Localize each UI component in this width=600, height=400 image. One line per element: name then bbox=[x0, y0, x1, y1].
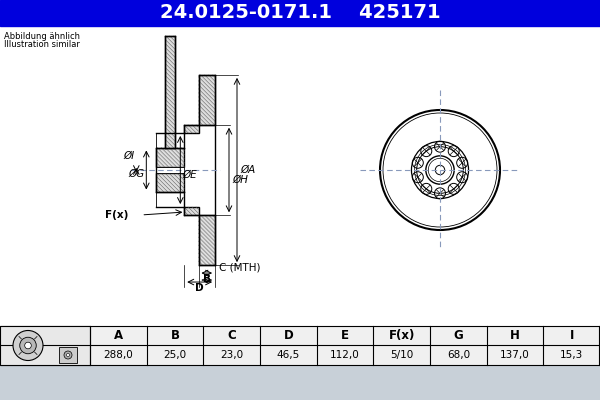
Bar bbox=[59, 347, 77, 363]
Text: 25,0: 25,0 bbox=[163, 350, 187, 360]
Circle shape bbox=[13, 330, 43, 360]
Text: ØE: ØE bbox=[182, 170, 197, 180]
Text: ØI: ØI bbox=[123, 150, 134, 160]
Bar bbox=[0, 0, 600, 26]
Circle shape bbox=[20, 337, 36, 354]
Text: C (MTH): C (MTH) bbox=[219, 262, 260, 272]
Text: B: B bbox=[203, 274, 211, 284]
Text: 137,0: 137,0 bbox=[500, 350, 530, 360]
Text: ØH: ØH bbox=[232, 175, 248, 185]
Bar bbox=[166, 36, 175, 148]
Bar bbox=[199, 75, 215, 125]
Text: ØG: ØG bbox=[128, 169, 145, 179]
Bar bbox=[0, 326, 600, 365]
Circle shape bbox=[64, 351, 72, 359]
Text: Illustration similar: Illustration similar bbox=[4, 40, 80, 49]
Bar bbox=[184, 125, 199, 133]
Text: 5/10: 5/10 bbox=[390, 350, 413, 360]
Text: D: D bbox=[196, 283, 204, 293]
Text: F(x): F(x) bbox=[105, 210, 128, 220]
Text: G: G bbox=[454, 329, 463, 342]
Text: D: D bbox=[283, 329, 293, 342]
Text: A: A bbox=[114, 329, 123, 342]
Bar bbox=[199, 215, 215, 265]
Text: 23,0: 23,0 bbox=[220, 350, 243, 360]
Text: 15,3: 15,3 bbox=[560, 350, 583, 360]
Text: C: C bbox=[227, 329, 236, 342]
Text: F(x): F(x) bbox=[388, 329, 415, 342]
Text: 46,5: 46,5 bbox=[277, 350, 300, 360]
Text: 24.0125-0171.1    425171: 24.0125-0171.1 425171 bbox=[160, 4, 440, 22]
Text: H: H bbox=[510, 329, 520, 342]
Bar bbox=[157, 173, 184, 192]
Text: I: I bbox=[569, 329, 574, 342]
Text: 68,0: 68,0 bbox=[447, 350, 470, 360]
Bar bbox=[157, 148, 184, 167]
Text: ØA: ØA bbox=[240, 165, 255, 175]
Text: B: B bbox=[170, 329, 179, 342]
Text: Abbildung ähnlich: Abbildung ähnlich bbox=[4, 32, 80, 41]
Bar bbox=[157, 167, 184, 173]
Bar bbox=[0, 26, 600, 344]
Text: 288,0: 288,0 bbox=[103, 350, 133, 360]
Text: 112,0: 112,0 bbox=[330, 350, 360, 360]
Bar bbox=[184, 207, 199, 215]
Circle shape bbox=[378, 108, 502, 232]
Bar bbox=[0, 326, 90, 365]
Text: E: E bbox=[341, 329, 349, 342]
Circle shape bbox=[25, 342, 31, 349]
Circle shape bbox=[67, 354, 70, 356]
